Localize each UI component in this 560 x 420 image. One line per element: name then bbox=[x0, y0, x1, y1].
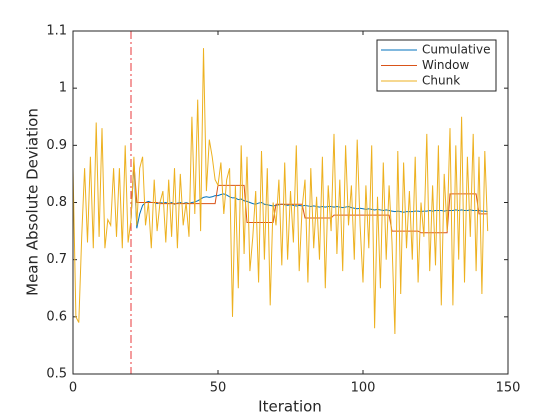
x-tick-label: 50 bbox=[210, 381, 227, 396]
series-line bbox=[72, 48, 489, 334]
y-tick-label: 0.6 bbox=[46, 309, 67, 324]
y-tick-label: 0.7 bbox=[46, 252, 67, 267]
axes-box bbox=[72, 30, 509, 375]
x-axis-label: Iteration bbox=[258, 398, 322, 416]
legend-label: Cumulative bbox=[422, 43, 491, 57]
y-tick-label: 1.1 bbox=[46, 24, 67, 39]
x-tick-label: 100 bbox=[351, 381, 376, 396]
legend-label: Window bbox=[422, 58, 470, 72]
y-tick-label: 0.8 bbox=[46, 195, 67, 210]
legend-label: Chunk bbox=[422, 74, 460, 88]
x-tick-label: 150 bbox=[496, 381, 521, 396]
x-tick-label: 0 bbox=[69, 381, 77, 396]
y-tick-label: 0.5 bbox=[46, 367, 67, 382]
y-axis-label: Mean Absolute Deviation bbox=[24, 108, 42, 296]
y-tick-label: 0.9 bbox=[46, 138, 67, 153]
y-tick-label: 1 bbox=[59, 81, 67, 96]
